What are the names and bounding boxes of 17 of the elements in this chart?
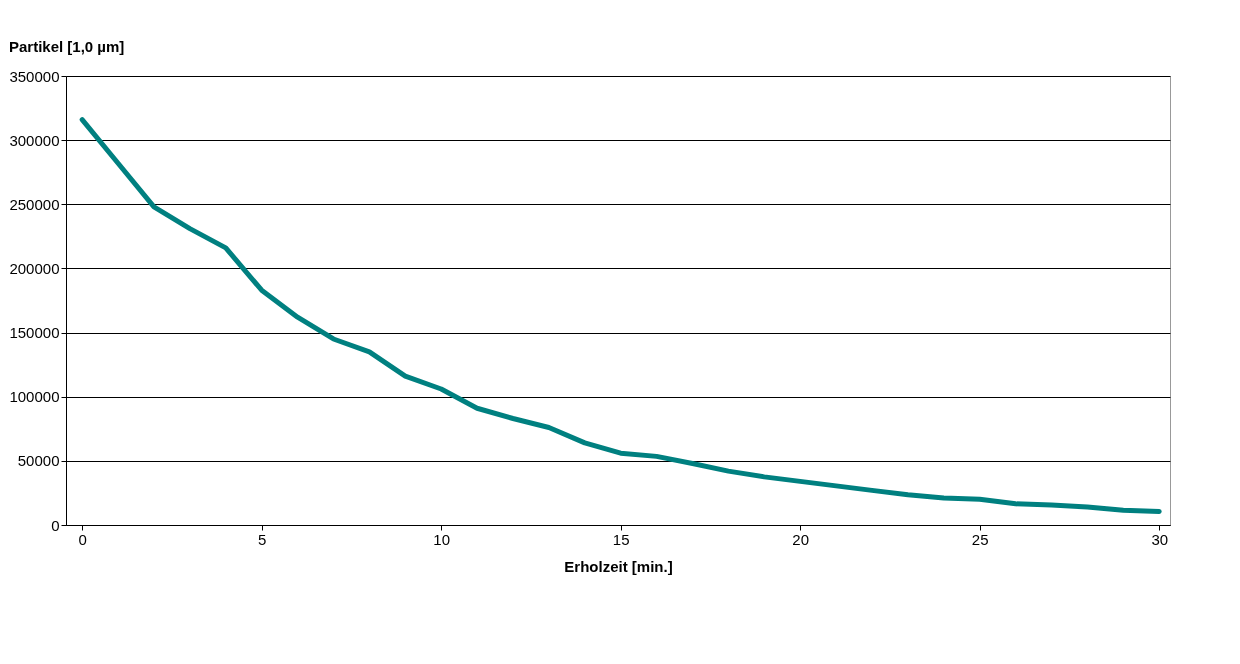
y-tick-label: 0 [51,516,60,534]
y-tick-label: 350000 [9,67,60,85]
x-tick-label: 25 [971,530,989,548]
x-tick-label: 20 [792,530,810,548]
x-tick-label: 5 [258,530,267,548]
x-tick-label: 15 [612,530,630,548]
y-tick-label: 300000 [9,131,60,149]
x-tick-label: 30 [1151,530,1169,548]
y-tick-label: 100000 [9,388,60,406]
x-tick-label: 0 [78,530,87,548]
y-tick-label: 50000 [17,452,60,470]
x-tick-label: 10 [433,530,451,548]
y-tick-label: 200000 [9,259,60,277]
y-axis-title: Partikel [1,0 µm] [8,38,125,55]
y-tick-label: 150000 [9,324,60,342]
y-tick-label: 250000 [9,195,60,213]
x-axis-title: Erholzeit [min.] [564,557,673,575]
